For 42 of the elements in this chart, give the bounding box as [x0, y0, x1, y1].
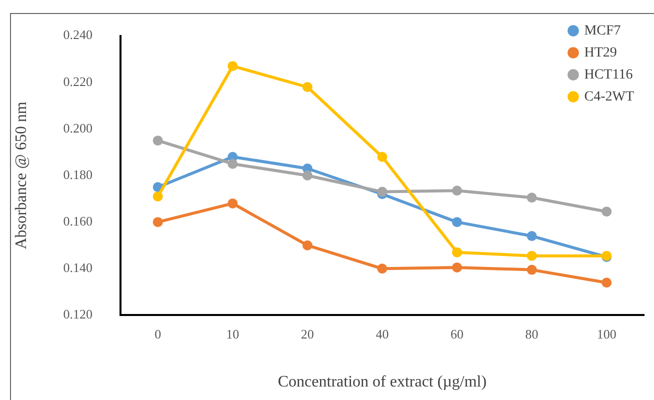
legend-label: HT29	[584, 45, 617, 60]
point	[302, 82, 312, 92]
point	[452, 247, 462, 258]
x-tick-label: 80	[525, 326, 538, 342]
point	[602, 206, 612, 217]
point	[526, 231, 537, 242]
point	[377, 264, 388, 274]
legend-label: MCF7	[584, 23, 621, 38]
point	[302, 240, 312, 250]
point	[377, 186, 388, 197]
y-tick-label: 0.200	[63, 120, 92, 136]
point	[452, 262, 462, 272]
y-tick-label: 0.240	[63, 27, 92, 42]
point	[526, 250, 537, 261]
legend-label: C4-2WT	[584, 89, 634, 104]
point	[228, 198, 238, 208]
point	[602, 278, 612, 288]
x-tick-label: 10	[226, 326, 240, 342]
point	[152, 136, 163, 146]
y-tick-label: 0.180	[63, 166, 92, 182]
point	[302, 170, 312, 180]
x-tick-label: 0	[154, 326, 162, 342]
x-axis-title: Concentration of extract (µg/ml)	[278, 374, 487, 391]
point	[228, 61, 238, 72]
x-tick-label: 40	[376, 326, 389, 342]
y-tick-label: 0.220	[63, 74, 92, 89]
point	[228, 158, 238, 169]
point	[526, 264, 537, 275]
point	[452, 217, 462, 228]
y-axis-title: Absorbance @ 650 nm	[12, 101, 30, 250]
point	[526, 192, 537, 203]
x-tick-label: 20	[300, 326, 314, 342]
point	[152, 191, 163, 202]
y-tick-label: 0.120	[63, 306, 92, 322]
point	[377, 152, 388, 162]
legend-label: HCT116	[584, 67, 633, 82]
point	[452, 186, 462, 196]
x-tick-label: 100	[596, 326, 616, 342]
y-tick-label: 0.160	[63, 213, 92, 228]
y-tick-label: 0.140	[63, 260, 92, 276]
x-tick-label: 60	[450, 326, 464, 342]
point	[152, 217, 163, 228]
